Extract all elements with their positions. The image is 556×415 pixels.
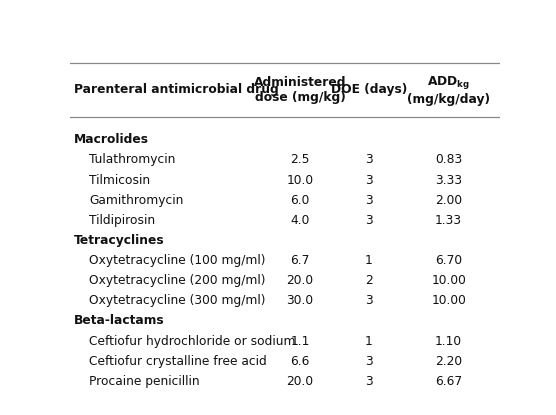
- Text: Procaine penicillin: Procaine penicillin: [89, 375, 200, 388]
- Text: 1.1: 1.1: [290, 334, 310, 348]
- Text: 10.00: 10.00: [431, 274, 466, 287]
- Text: 6.7: 6.7: [290, 254, 310, 267]
- Text: 1.33: 1.33: [435, 214, 462, 227]
- Text: Oxytetracycline (200 mg/ml): Oxytetracycline (200 mg/ml): [89, 274, 265, 287]
- Text: Oxytetracycline (100 mg/ml): Oxytetracycline (100 mg/ml): [89, 254, 265, 267]
- Text: 2.20: 2.20: [435, 355, 462, 368]
- Text: Tildipirosin: Tildipirosin: [89, 214, 155, 227]
- Text: 3: 3: [365, 194, 373, 207]
- Text: Ceftiofur crystalline free acid: Ceftiofur crystalline free acid: [89, 355, 267, 368]
- Text: 3: 3: [365, 173, 373, 186]
- Text: 1.10: 1.10: [435, 334, 462, 348]
- Text: Tulathromycin: Tulathromycin: [89, 154, 175, 166]
- Text: DOE (days): DOE (days): [331, 83, 407, 96]
- Text: Beta-lactams: Beta-lactams: [74, 315, 165, 327]
- Text: 0.83: 0.83: [435, 154, 463, 166]
- Text: 10.00: 10.00: [431, 294, 466, 307]
- Text: 6.0: 6.0: [290, 194, 310, 207]
- Text: 6.67: 6.67: [435, 375, 462, 388]
- Text: Gamithromycin: Gamithromycin: [89, 194, 183, 207]
- Text: 3: 3: [365, 355, 373, 368]
- Text: Administered
dose (mg/kg): Administered dose (mg/kg): [254, 76, 346, 104]
- Text: 2: 2: [365, 274, 373, 287]
- Text: 6.70: 6.70: [435, 254, 462, 267]
- Text: 3: 3: [365, 214, 373, 227]
- Text: Tetracyclines: Tetracyclines: [74, 234, 165, 247]
- Text: Tilmicosin: Tilmicosin: [89, 173, 150, 186]
- Text: Parenteral antimicrobial drug: Parenteral antimicrobial drug: [74, 83, 279, 96]
- Text: Macrolides: Macrolides: [74, 133, 149, 146]
- Text: ADD$_{\mathregular{kg}}$
(mg/kg/day): ADD$_{\mathregular{kg}}$ (mg/kg/day): [407, 74, 490, 106]
- Text: 1: 1: [365, 334, 373, 348]
- Text: 3: 3: [365, 154, 373, 166]
- Text: 2.00: 2.00: [435, 194, 462, 207]
- Text: 20.0: 20.0: [286, 274, 314, 287]
- Text: 3.33: 3.33: [435, 173, 462, 186]
- Text: 3: 3: [365, 294, 373, 307]
- Text: 6.6: 6.6: [290, 355, 310, 368]
- Text: 30.0: 30.0: [286, 294, 314, 307]
- Text: 1: 1: [365, 254, 373, 267]
- Text: 2.5: 2.5: [290, 154, 310, 166]
- Text: Ceftiofur hydrochloride or sodium: Ceftiofur hydrochloride or sodium: [89, 334, 295, 348]
- Text: 20.0: 20.0: [286, 375, 314, 388]
- Text: 3: 3: [365, 375, 373, 388]
- Text: Oxytetracycline (300 mg/ml): Oxytetracycline (300 mg/ml): [89, 294, 265, 307]
- Text: 4.0: 4.0: [290, 214, 310, 227]
- Text: 10.0: 10.0: [286, 173, 314, 186]
